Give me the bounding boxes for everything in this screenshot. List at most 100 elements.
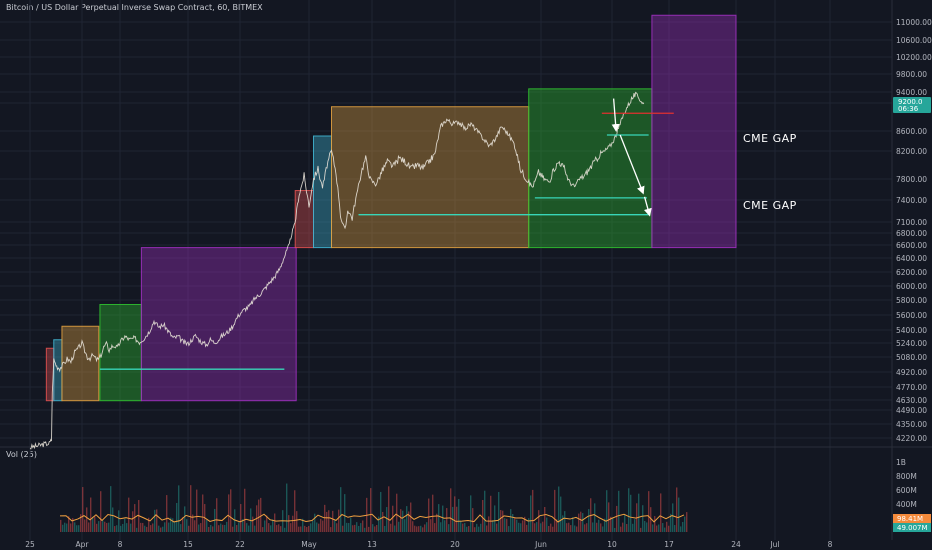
volume-bar	[448, 524, 450, 532]
volume-bar	[544, 507, 546, 532]
volume-bar	[244, 488, 246, 532]
volume-bar	[402, 510, 404, 532]
volume-bar	[112, 507, 114, 532]
volume-bar	[662, 523, 664, 532]
arrow-3	[643, 196, 652, 217]
volume-bar	[220, 523, 222, 532]
volume-bar	[90, 497, 92, 532]
volume-bar	[116, 525, 118, 532]
volume-badge-2-value: 49.007M	[897, 524, 928, 532]
y-tick-label: 9800.00	[896, 70, 927, 79]
volume-bar	[668, 525, 670, 532]
volume-bar	[120, 525, 122, 532]
volume-bar	[260, 497, 262, 532]
volume-bar	[466, 526, 468, 532]
volume-bar	[302, 518, 304, 532]
volume-bar	[398, 521, 400, 532]
volume-bar	[248, 525, 250, 532]
volume-bar	[88, 522, 90, 532]
volume-bar	[600, 523, 602, 532]
volume-bar	[212, 526, 214, 532]
volume-bar	[626, 523, 628, 532]
volume-bar	[496, 523, 498, 532]
volume-bar	[316, 522, 318, 532]
volume-indicator-label[interactable]: Vol (25)	[6, 450, 37, 459]
volume-bar	[568, 522, 570, 532]
volume-bar	[222, 524, 224, 532]
volume-bar	[508, 526, 510, 532]
y-tick-label: 4770.00	[896, 383, 927, 392]
volume-bar	[264, 520, 266, 532]
volume-bar	[494, 505, 496, 532]
volume-bar	[246, 523, 248, 532]
volume-bar	[110, 486, 112, 532]
volume-bar	[104, 521, 106, 532]
volume-bar	[642, 505, 644, 532]
volume-bar	[158, 525, 160, 532]
volume-bar	[72, 518, 74, 532]
volume-bar	[382, 511, 384, 532]
volume-bar	[396, 493, 398, 532]
volume-bar	[542, 521, 544, 532]
volume-bar	[178, 485, 180, 532]
last-price-timer: 06:36	[898, 105, 919, 113]
y-tick-label: 6600.00	[896, 241, 927, 250]
volume-bar	[266, 515, 268, 532]
volume-bar	[240, 504, 242, 532]
volume-bar	[576, 526, 578, 532]
y-tick-label: 8200.00	[896, 147, 927, 156]
volume-bar	[440, 522, 442, 532]
volume-bar	[126, 523, 128, 532]
last-price-badge	[893, 97, 931, 113]
volume-bar	[492, 520, 494, 532]
volume-bar	[270, 525, 272, 532]
volume-bar	[190, 485, 192, 532]
volume-bar	[160, 527, 162, 532]
volume-bar	[380, 491, 382, 532]
volume-bar	[374, 526, 376, 532]
volume-bar	[236, 525, 238, 532]
volume-bar	[622, 522, 624, 532]
y-tick-label: 5240.00	[896, 339, 927, 348]
volume-bar	[356, 522, 358, 532]
volume-bar	[584, 524, 586, 532]
volume-bar	[144, 525, 146, 532]
price-series	[29, 91, 645, 450]
volume-bar	[502, 510, 504, 532]
x-tick-label: 20	[450, 540, 460, 549]
volume-bar	[388, 486, 390, 532]
volume-bar	[400, 509, 402, 532]
volume-bar	[344, 494, 346, 532]
volume-bar	[630, 494, 632, 532]
volume-bar	[334, 520, 336, 532]
volume-bar	[280, 526, 282, 532]
volume-bar	[418, 526, 420, 532]
x-tick-label: 24	[731, 540, 741, 549]
volume-bar	[652, 524, 654, 532]
volume-bar	[74, 522, 76, 532]
volume-bar	[650, 507, 652, 532]
x-tick-label: 8	[118, 540, 123, 549]
volume-bar	[94, 516, 96, 532]
volume-bar	[406, 506, 408, 532]
volume-bar	[450, 488, 452, 532]
volume-bar	[436, 513, 438, 532]
x-tick-label: 10	[607, 540, 617, 549]
y-tick-label: 4350.00	[896, 420, 927, 429]
volume-bar	[620, 526, 622, 532]
volume-bar	[200, 523, 202, 532]
volume-bar	[570, 525, 572, 532]
volume-bar	[378, 516, 380, 532]
volume-bar	[676, 487, 678, 532]
zone-7	[313, 135, 332, 249]
volume-bar	[606, 490, 608, 532]
volume-bar	[130, 523, 132, 532]
volume-bar	[558, 486, 560, 532]
volume-bar	[154, 509, 156, 532]
volume-bar	[288, 515, 290, 532]
volume-bar	[210, 524, 212, 532]
volume-bar	[490, 495, 492, 532]
y-tick-label: 10200.00	[896, 53, 932, 62]
